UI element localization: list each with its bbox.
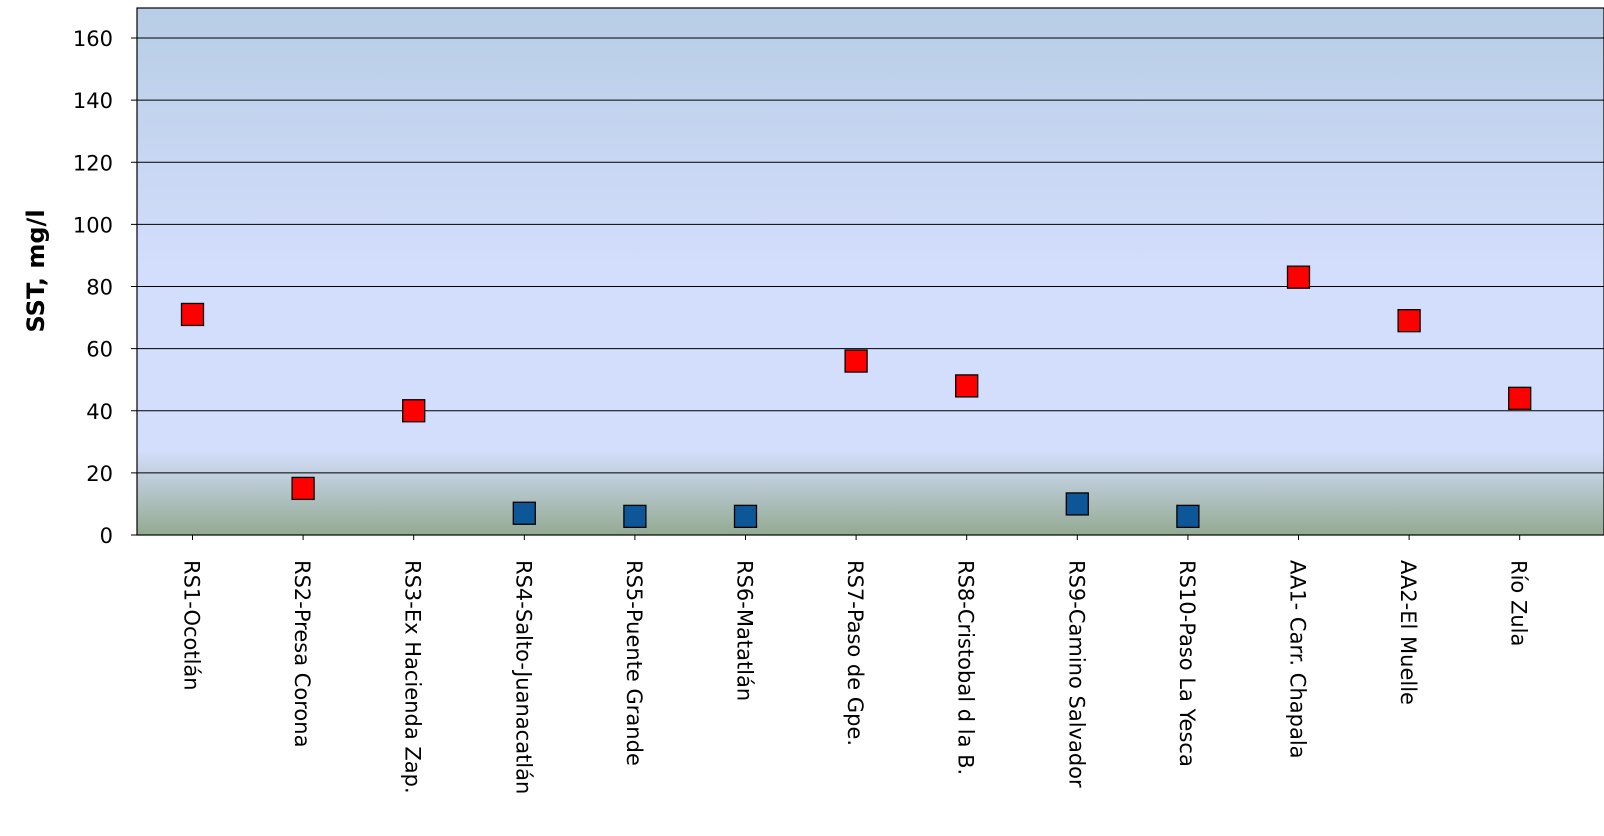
x-category-label: AA1- Carr. Chapala	[1286, 560, 1310, 759]
x-category-label: RS1-Ocotlán	[180, 560, 204, 691]
x-category-label: RS10-Paso La Yesca	[1175, 560, 1199, 767]
x-category-label: AA2-El Muelle	[1396, 560, 1420, 705]
y-axis-title: SST, mg/l	[22, 209, 50, 332]
y-tick-label: 60	[86, 338, 113, 362]
data-point	[291, 476, 315, 501]
y-tick-label: 0	[100, 524, 113, 548]
x-category-label: RS3-Ex Hacienda Zap.	[401, 560, 425, 794]
grid-lines	[137, 37, 1604, 474]
data-point	[955, 374, 979, 398]
x-category-label: RS8-Cristobal d la B.	[954, 560, 978, 775]
x-category-label: RS4-Salto-Juanacatlán	[511, 560, 535, 794]
data-point	[1397, 309, 1421, 333]
data-point	[402, 399, 426, 423]
data-point	[180, 302, 205, 327]
x-category-label: RS2-Presa Corona	[290, 560, 314, 747]
x-category-label: RS9-Camino Salvador	[1064, 560, 1088, 788]
data-points	[180, 265, 1532, 529]
y-tick-label: 160	[73, 27, 113, 51]
data-point	[1065, 492, 1089, 516]
data-point	[1286, 265, 1311, 289]
y-tick-label: 120	[73, 151, 113, 175]
data-point	[623, 504, 647, 529]
x-category-label: RS6-Matatlán	[733, 560, 757, 701]
x-axis-labels: RS1-Ocotlán RS2-Presa Corona RS3-Ex Hacien…	[180, 535, 1531, 794]
x-category-label: RS5-Puente Grande	[622, 560, 646, 766]
x-category-label: Río Zula	[1507, 560, 1531, 646]
y-tick-label: 40	[86, 400, 113, 424]
y-axis-ticks: 0 20 40 60 80 100 120 140 160	[73, 27, 137, 548]
data-point	[733, 504, 758, 529]
plot-area	[136, 7, 1604, 536]
y-tick-label: 140	[73, 89, 113, 113]
data-point	[1508, 386, 1532, 410]
y-tick-label: 20	[86, 462, 113, 486]
x-category-label: RS7-Paso de Gpe.	[843, 560, 867, 746]
data-point	[512, 501, 536, 525]
data-point	[1176, 504, 1200, 529]
y-tick-label: 80	[86, 276, 113, 300]
data-point	[844, 349, 868, 373]
y-tick-label: 100	[73, 213, 113, 237]
